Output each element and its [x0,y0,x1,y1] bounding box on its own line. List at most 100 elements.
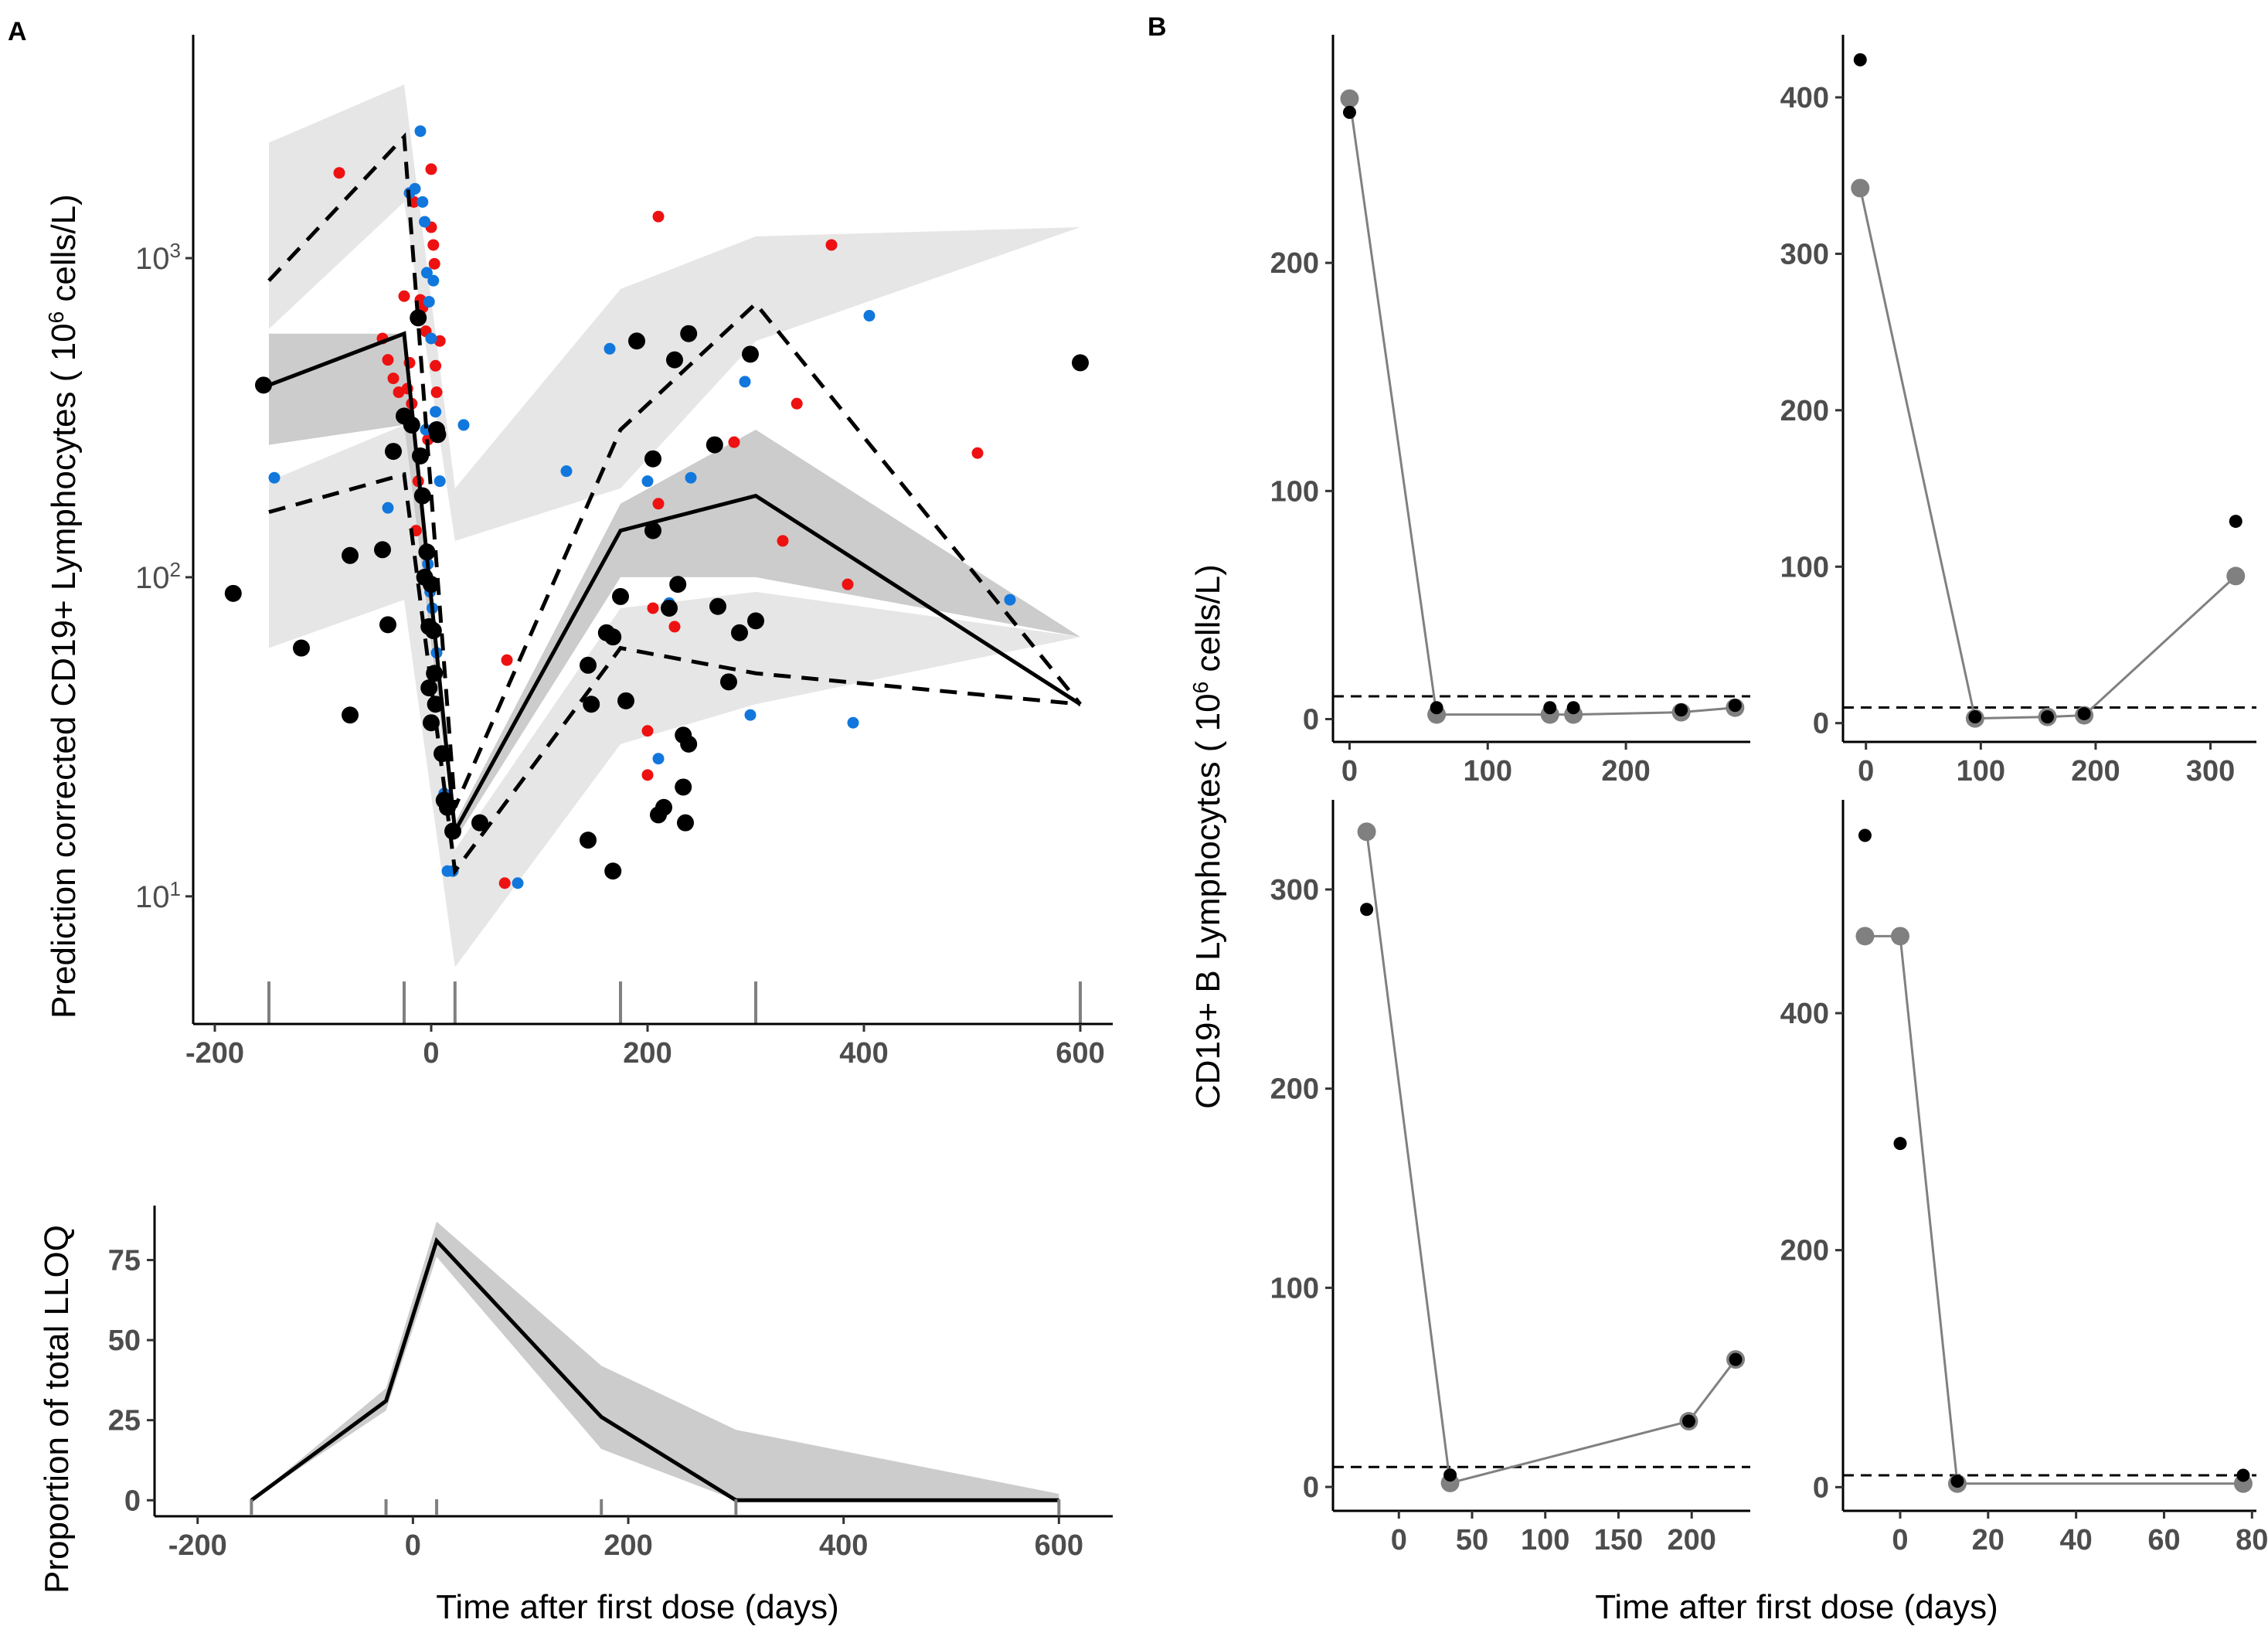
x-tick-label: 0 [405,1529,421,1562]
observation-point-blue [268,471,281,484]
observation-point-red [777,535,789,547]
x-tick-label: 0 [1391,1524,1407,1556]
observation-point-blue [419,216,431,228]
x-tick-label: -200 [185,1037,244,1070]
observation-point-black [429,426,447,444]
observation-point-red [382,354,394,366]
observation-point-black [385,443,402,461]
observation-point-black [628,332,645,350]
observation-point-black [379,616,396,634]
observation-point-blue [847,716,859,729]
observation-point-red [430,359,442,372]
p5-observed-line [268,471,1081,876]
x-tick-label: 60 [2147,1524,2180,1556]
x-tick-label: 600 [1056,1037,1104,1070]
y-tick-label: 0 [1303,703,1319,736]
y-tick-label: 200 [1270,247,1319,280]
observation-point-red [728,436,740,448]
lloq-ci-band [251,1221,1059,1501]
observation-point-blue [744,709,757,721]
observation-point [1342,105,1356,119]
observation-point-black [1072,354,1089,372]
x-tick-label: 50 [1456,1524,1488,1556]
x-tick-label: 40 [2060,1524,2093,1556]
y-tick-label: 50 [108,1325,141,1357]
observation-point-red [430,386,443,399]
individual-plot-1: 0 100 200 0 100 200 [1270,35,1750,787]
x-tick-label: 400 [839,1037,888,1070]
observation-point-blue [560,465,573,478]
y-tick-label: 200 [1780,1235,1829,1267]
observation-point-black [374,541,391,559]
x-tick-label: 100 [1521,1524,1569,1556]
observation-point-black [604,862,622,880]
observation-point-blue [420,267,433,279]
observation-point-red [971,447,984,459]
observation-point-black [471,814,488,832]
y-tick-label: 103 [135,239,181,276]
y-tick-label: 25 [108,1405,141,1437]
observation-point-black [677,814,694,832]
observation-point-blue [457,419,470,431]
x-tick-label: 200 [604,1529,652,1562]
x-tick-label: 0 [1341,755,1358,787]
prediction-line [1865,934,2243,1485]
observation-point [1675,703,1688,717]
observation-point-blue [863,310,876,322]
observation-point-black [644,522,661,539]
observation-point [1729,1352,1743,1366]
lloq-x-axis-title: Time after first dose (days) [436,1588,839,1626]
observation-point-black [706,436,723,454]
observation-point-red [652,498,665,510]
observation-point [1968,710,1982,724]
observation-point [1728,699,1742,713]
observation-point-black [293,639,310,657]
observation-point-black [747,612,764,630]
observation-point-blue [652,753,665,765]
observation-point [1543,701,1557,715]
median-observed-line [268,331,1082,838]
observation-point-black [661,599,678,617]
y-tick-label: 0 [124,1485,141,1517]
observation-point-red [652,210,665,223]
x-tick-label: 0 [423,1037,439,1070]
y-tick-label: 101 [135,877,181,914]
observation-point [2077,707,2091,721]
x-tick-label: 600 [1035,1529,1083,1562]
x-tick-label: 0 [1892,1524,1908,1556]
y-tick-label: 102 [135,558,181,595]
observation-point-black [666,351,683,369]
observation-point-black [583,696,600,713]
prediction-line [1858,188,2237,720]
observation-point-black [410,309,427,327]
individual-x-axis-title: Time after first dose (days) [1595,1588,1998,1626]
y-tick-label: 0 [1303,1471,1319,1504]
observation-point-black [612,587,629,605]
observation-point [1360,903,1374,917]
x-tick-label: 20 [1972,1524,2004,1556]
observation-point-black [224,584,242,602]
observation-point-red [842,578,854,590]
observation-point-black [655,798,672,816]
y-tick-label: 0 [1813,708,1829,740]
observation-point-black [342,706,359,724]
lloq-proportion-line [250,1237,1059,1502]
observation-point-black [720,673,737,691]
observation-point-blue [434,475,446,488]
observation-point-blue [423,295,435,308]
observation-point-black [580,656,597,674]
y-tick-label: 200 [1270,1073,1319,1106]
observation-point-blue [604,342,616,355]
p95-ci-band [269,84,1080,541]
observation-point [1443,1468,1457,1482]
observation-point-red [501,654,513,666]
median-ci-band [269,333,1080,841]
y-tick-label: 100 [1270,1272,1319,1305]
observation-point [1853,53,1867,66]
observation-point-black [604,628,622,646]
observation-point [1893,1137,1907,1151]
observation-point-black [617,692,634,709]
observation-point-blue [1004,594,1016,606]
vpc-y-axis-title: Prediction corrected CD19+ Lymphocytes (… [44,194,83,1019]
